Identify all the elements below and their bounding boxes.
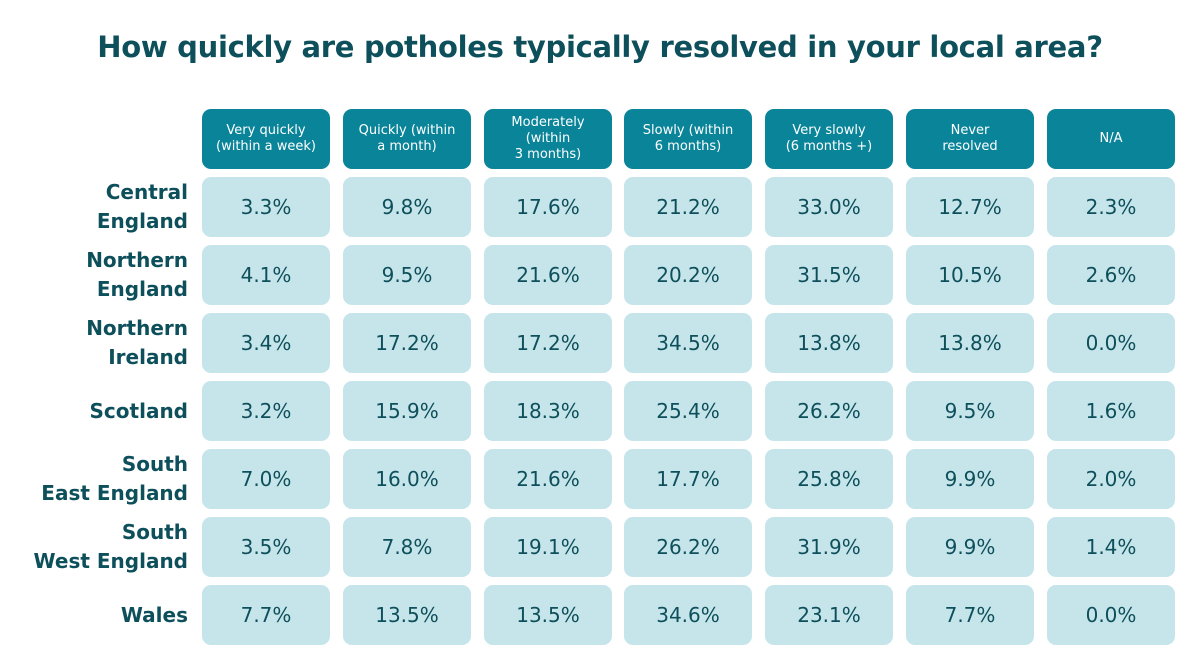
row-label: Wales — [120, 602, 188, 627]
table-cell: 0.0% — [1047, 585, 1175, 645]
table-cell: 2.6% — [1047, 245, 1175, 305]
table-cell: 9.5% — [343, 245, 471, 305]
table-cell: 13.8% — [765, 313, 893, 373]
table-cell: 31.9% — [765, 517, 893, 577]
row-label: South West England — [33, 520, 188, 573]
table-cell: 3.4% — [202, 313, 330, 373]
table-cell: 21.6% — [484, 449, 612, 509]
column-header: Never resolved — [906, 109, 1034, 169]
table-cell: 26.2% — [624, 517, 752, 577]
table-cell: 9.8% — [343, 177, 471, 237]
table-cell: 13.5% — [343, 585, 471, 645]
table-cell: 4.1% — [202, 245, 330, 305]
table-cell: 3.2% — [202, 381, 330, 441]
table-cell: 34.6% — [624, 585, 752, 645]
table-cell: 1.6% — [1047, 381, 1175, 441]
table-cell: 26.2% — [765, 381, 893, 441]
column-header: Very slowly (6 months +) — [765, 109, 893, 169]
table-cell: 7.7% — [906, 585, 1034, 645]
table-cell: 31.5% — [765, 245, 893, 305]
row-label: Central England — [96, 180, 188, 233]
row-label: Northern Ireland — [86, 316, 188, 369]
column-header: N/A — [1047, 109, 1175, 169]
table-cell: 16.0% — [343, 449, 471, 509]
table-cell: 17.6% — [484, 177, 612, 237]
column-header: Very quickly (within a week) — [202, 109, 330, 169]
table-cell: 19.1% — [484, 517, 612, 577]
table-cell: 17.7% — [624, 449, 752, 509]
table-cell: 21.2% — [624, 177, 752, 237]
column-header: Slowly (within 6 months) — [624, 109, 752, 169]
table-cell: 10.5% — [906, 245, 1034, 305]
table-cell: 17.2% — [484, 313, 612, 373]
table-cell: 7.8% — [343, 517, 471, 577]
table-cell: 25.4% — [624, 381, 752, 441]
column-header: Quickly (within a month) — [343, 109, 471, 169]
table-cell: 23.1% — [765, 585, 893, 645]
row-label: Northern England — [86, 248, 188, 301]
table-cell: 20.2% — [624, 245, 752, 305]
table-cell: 2.3% — [1047, 177, 1175, 237]
table-cell: 13.8% — [906, 313, 1034, 373]
table-cell: 9.9% — [906, 517, 1034, 577]
table-cell: 18.3% — [484, 381, 612, 441]
table-cell: 17.2% — [343, 313, 471, 373]
table-cell: 3.5% — [202, 517, 330, 577]
table-cell: 33.0% — [765, 177, 893, 237]
table-cell: 7.0% — [202, 449, 330, 509]
table-cell: 9.9% — [906, 449, 1034, 509]
table-cell: 9.5% — [906, 381, 1034, 441]
table-cell: 21.6% — [484, 245, 612, 305]
table-cell: 7.7% — [202, 585, 330, 645]
table-cell: 15.9% — [343, 381, 471, 441]
table-cell: 25.8% — [765, 449, 893, 509]
table-cell: 2.0% — [1047, 449, 1175, 509]
table-cell: 12.7% — [906, 177, 1034, 237]
table-cell: 0.0% — [1047, 313, 1175, 373]
table-cell: 34.5% — [624, 313, 752, 373]
row-label: Scotland — [89, 398, 188, 423]
chart-title: How quickly are potholes typically resol… — [97, 30, 1103, 64]
table-cell: 1.4% — [1047, 517, 1175, 577]
table-cell: 13.5% — [484, 585, 612, 645]
table-cell: 3.3% — [202, 177, 330, 237]
column-header: Moderately (within 3 months) — [484, 109, 612, 169]
row-label: South East England — [41, 452, 188, 505]
